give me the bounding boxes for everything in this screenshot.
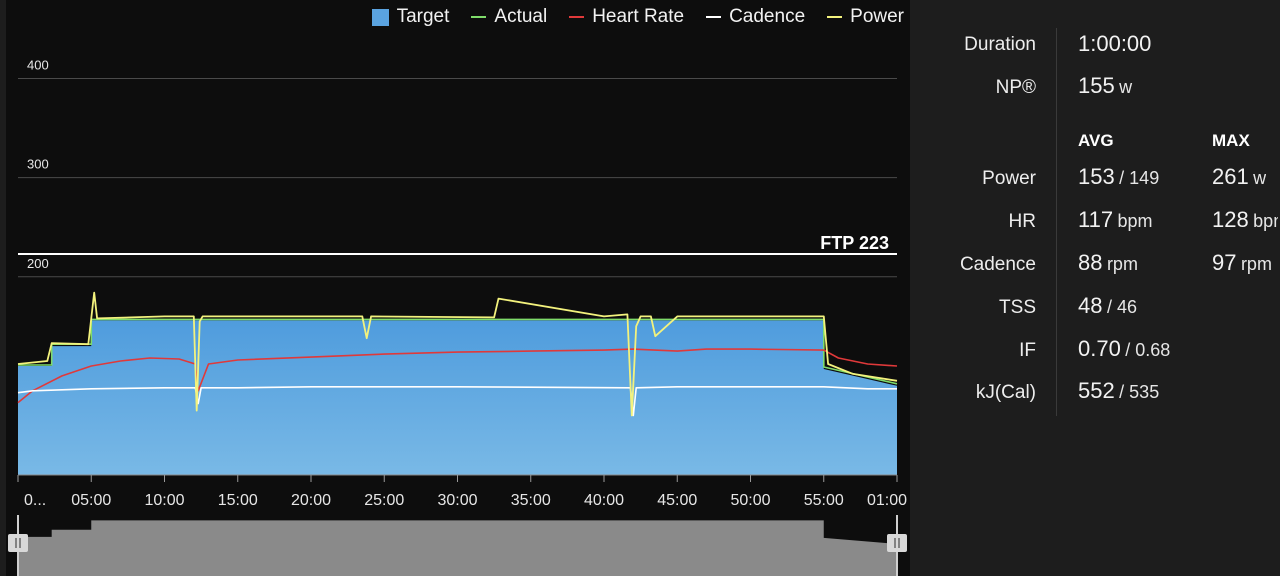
- x-tick-label: 10:00: [144, 492, 184, 509]
- np-value: 155: [1078, 73, 1115, 98]
- np-unit: w: [1119, 77, 1133, 97]
- x-tick-label: 20:00: [291, 492, 331, 509]
- range-handle-left[interactable]: [8, 534, 28, 552]
- stat-avg-suffix: / 535: [1119, 382, 1160, 402]
- x-tick-label: 30:00: [437, 492, 477, 509]
- max-header: MAX: [1212, 131, 1250, 150]
- stat-label-if: IF: [1019, 340, 1036, 361]
- stat-max-unit: bpm: [1253, 211, 1278, 231]
- stat-avg-suffix: / 46: [1106, 297, 1137, 317]
- x-tick-label: 50:00: [730, 492, 770, 509]
- stat-avg-suffix: rpm: [1106, 254, 1138, 274]
- legend-item-cadence[interactable]: Cadence: [706, 6, 805, 28]
- target-area: [18, 320, 897, 475]
- stat-max: 128 bpm: [1212, 207, 1278, 233]
- np-value-group: 155 w: [1078, 73, 1132, 99]
- stat-label-kjcal: kJ(Cal): [975, 382, 1036, 403]
- workout-chart: 200 300 400 FTP 223 0... 05:00 10:00 15:00 20:0…: [8, 58, 907, 576]
- stats-divider: [1056, 28, 1057, 416]
- y-tick-label: 300: [27, 157, 49, 172]
- stat-avg-value: 88: [1078, 250, 1103, 275]
- legend-item-actual[interactable]: Actual: [471, 6, 547, 28]
- stat-avg-suffix: / 149: [1119, 168, 1160, 188]
- stat-max-value: 261: [1212, 164, 1249, 189]
- stat-avg-value: 117: [1078, 207, 1114, 232]
- stat-label-hr: HR: [1008, 211, 1036, 232]
- legend-item-heart-rate[interactable]: Heart Rate: [569, 6, 684, 28]
- stat-max-unit: rpm: [1240, 254, 1272, 274]
- x-tick-label: 45:00: [657, 492, 697, 509]
- legend-item-power[interactable]: Power: [827, 6, 904, 28]
- chart-legend: Target Actual Heart Rate Cadence Power: [6, 5, 904, 29]
- overview-profile: [18, 520, 897, 576]
- legend-swatch: [827, 16, 843, 18]
- x-tick-label: 15:00: [218, 492, 258, 509]
- stat-max-value: 97: [1212, 250, 1237, 275]
- legend-swatch: [569, 16, 585, 18]
- chart-panel: 200 300 400 FTP 223 0... 05:00 10:00 15:00 20:0…: [6, 0, 910, 576]
- stat-avg: 0.70 / 0.68: [1078, 336, 1170, 362]
- ftp-label: FTP 223: [820, 233, 889, 253]
- stat-avg-value: 48: [1078, 293, 1103, 318]
- stat-avg: 552 / 535: [1078, 378, 1159, 404]
- legend-label: Actual: [494, 6, 548, 27]
- stat-avg-value: 153: [1078, 164, 1115, 189]
- avg-header: AVG: [1078, 131, 1114, 150]
- stat-max: 261 w: [1212, 164, 1266, 190]
- duration-value: 1:00:00: [1078, 31, 1152, 56]
- series-heart-rate: [17, 348, 898, 404]
- stat-avg: 88 rpm: [1078, 250, 1138, 276]
- x-tick-label: 55:00: [804, 492, 844, 509]
- stat-label-tss: TSS: [999, 297, 1036, 318]
- stat-avg-value: 0.70: [1078, 336, 1121, 361]
- stat-max-value: 128: [1212, 207, 1249, 232]
- legend-item-target[interactable]: Target: [371, 6, 450, 28]
- legend-label: Cadence: [729, 6, 806, 27]
- y-tick-label: 400: [27, 58, 49, 73]
- x-tick-label: 05:00: [71, 492, 111, 509]
- range-handle-right[interactable]: [887, 534, 907, 552]
- stat-label-cadence: Cadence: [959, 254, 1036, 275]
- series-power: [17, 291, 898, 417]
- duration-label: Duration: [964, 34, 1036, 55]
- stat-avg-value: 552: [1078, 378, 1115, 403]
- legend-label: Power: [850, 6, 904, 27]
- legend-swatch: [706, 16, 722, 18]
- series-actual: [18, 318, 898, 385]
- stats-panel: Duration 1:00:00 NP® 155 w AVG MAX Power…: [910, 0, 1280, 576]
- x-tick-label: 0...: [24, 492, 46, 509]
- y-tick-label: 200: [27, 256, 49, 271]
- stat-max: 97 rpm: [1212, 250, 1272, 276]
- stat-avg: 117 bpm: [1078, 207, 1153, 233]
- legend-swatch: [371, 8, 389, 26]
- stat-avg-suffix: / 0.68: [1125, 340, 1171, 360]
- legend-swatch: [471, 16, 487, 18]
- stat-label-power: Power: [982, 168, 1036, 189]
- stat-avg-suffix: bpm: [1117, 211, 1153, 231]
- x-tick-label: 40:00: [584, 492, 624, 509]
- legend-label: Heart Rate: [592, 6, 685, 27]
- series-cadence: [17, 386, 897, 417]
- legend-label: Target: [396, 6, 450, 27]
- x-tick-label: 35:00: [511, 492, 551, 509]
- np-label: NP®: [995, 77, 1036, 98]
- stat-avg: 48 / 46: [1078, 293, 1137, 319]
- stat-avg: 153 / 149: [1078, 164, 1159, 190]
- stat-max-unit: w: [1253, 168, 1267, 188]
- x-tick-label: 01:00: [867, 492, 907, 509]
- x-tick-label: 25:00: [364, 492, 404, 509]
